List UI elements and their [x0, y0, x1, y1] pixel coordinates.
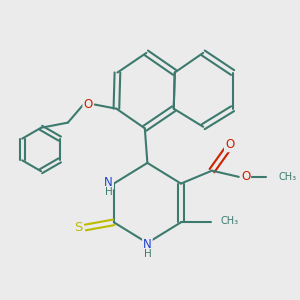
Text: N: N — [143, 238, 152, 251]
Text: O: O — [83, 98, 93, 111]
Text: CH₃: CH₃ — [220, 216, 238, 226]
Text: O: O — [225, 138, 234, 151]
Text: S: S — [74, 221, 83, 234]
Text: H: H — [143, 249, 151, 259]
Text: N: N — [104, 176, 113, 188]
Text: H: H — [105, 188, 112, 197]
Text: O: O — [241, 170, 250, 183]
Text: CH₃: CH₃ — [279, 172, 297, 182]
